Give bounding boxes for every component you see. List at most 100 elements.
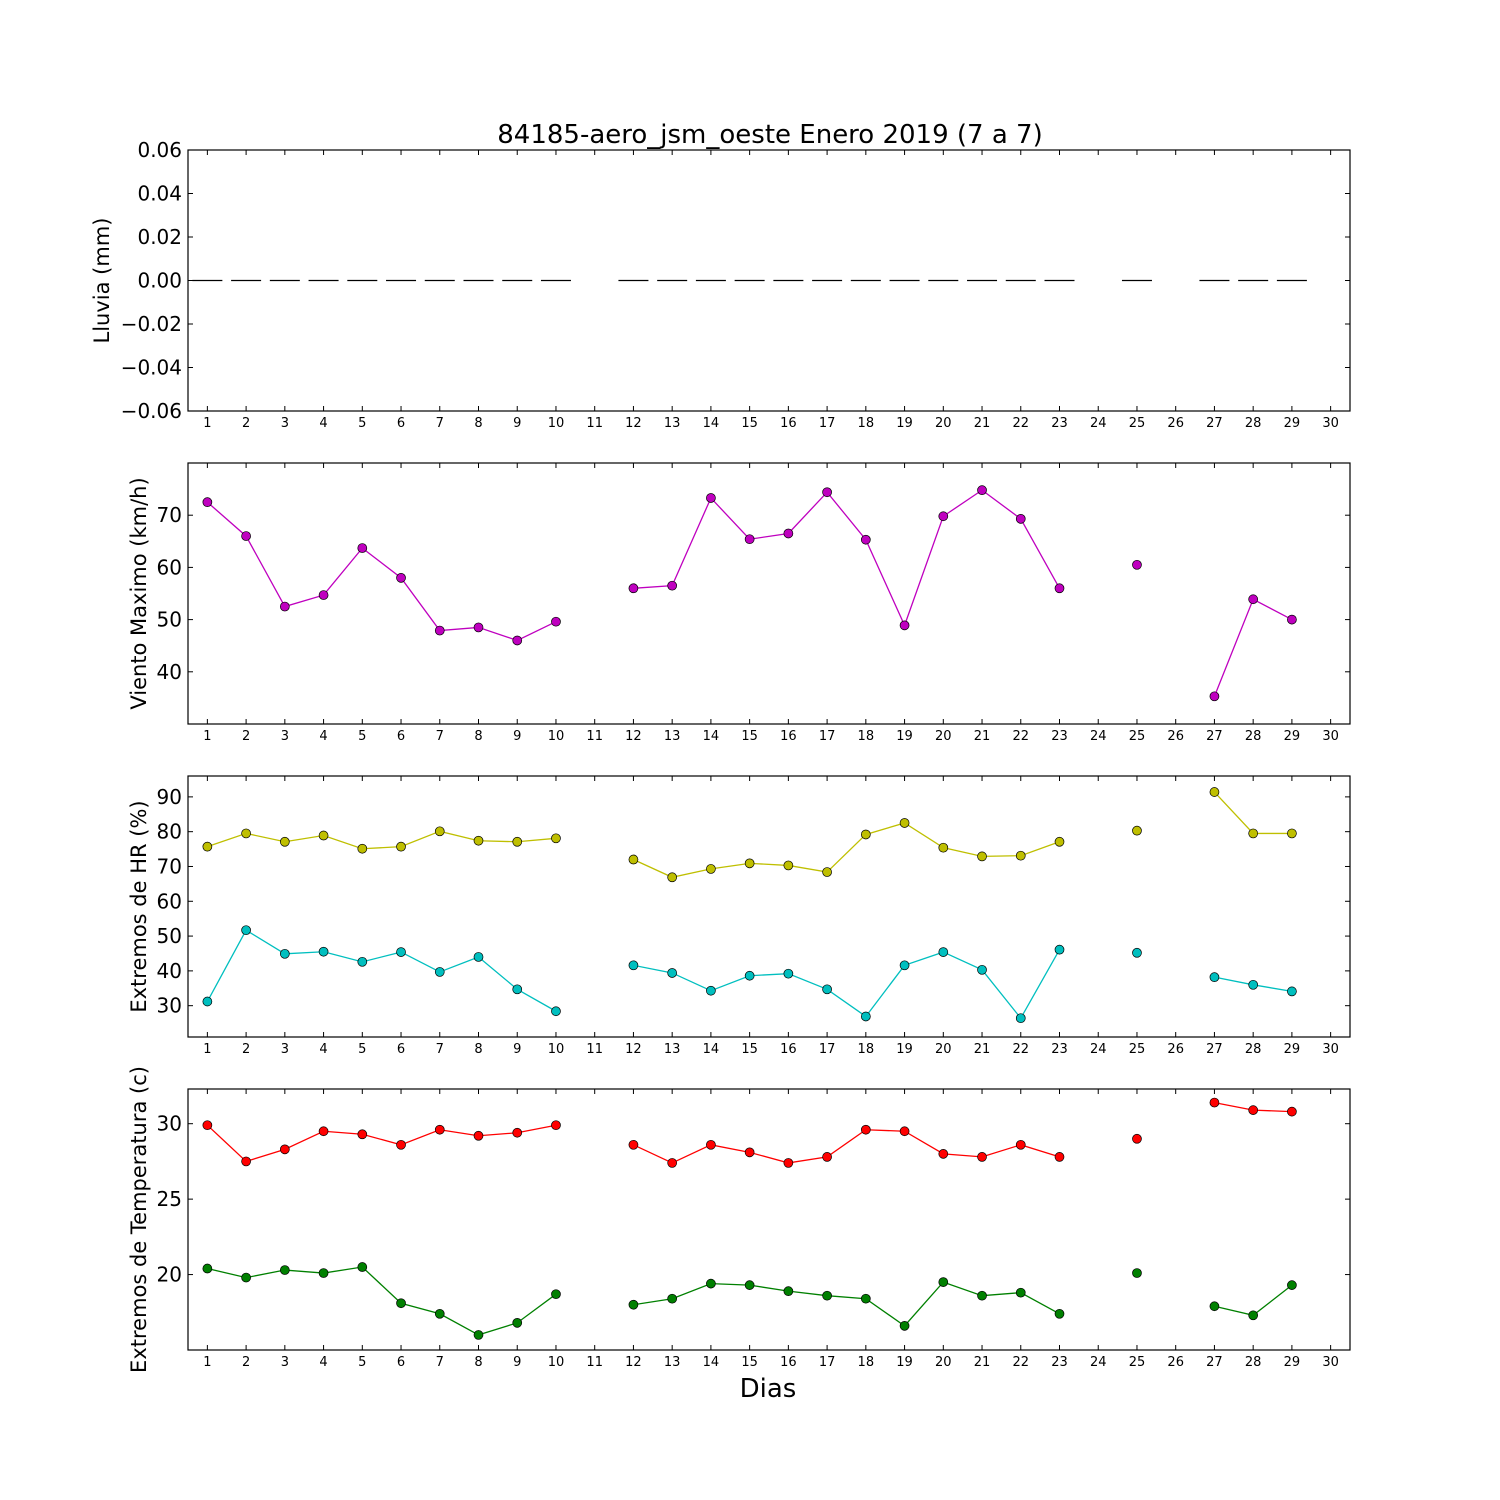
x-tick-label: 21 — [974, 1355, 991, 1370]
data-point — [1209, 691, 1220, 702]
data-point — [1054, 1152, 1065, 1162]
x-tick-label: 18 — [858, 416, 875, 431]
x-tick-label: 19 — [896, 416, 913, 431]
data-point — [628, 1139, 639, 1150]
series-hr-0 — [202, 787, 1297, 883]
x-tick-label: 30 — [1322, 1042, 1339, 1057]
data-point — [318, 1126, 329, 1137]
x-tick-label: 23 — [1051, 729, 1068, 744]
x-tick-label: 25 — [1129, 416, 1146, 431]
data-point — [473, 1130, 484, 1141]
y-tick-label: 0.02 — [137, 225, 182, 249]
data-point — [1209, 1301, 1220, 1312]
data-point — [706, 1278, 716, 1289]
data-point — [1015, 1287, 1026, 1298]
data-point — [1132, 1133, 1142, 1144]
x-tick-label: 23 — [1051, 1042, 1068, 1057]
data-point — [512, 635, 523, 646]
x-tick-label: 7 — [436, 1355, 444, 1370]
y-tick-label: 40 — [157, 959, 182, 983]
x-tick-label: 9 — [513, 1355, 521, 1370]
x-tick-label: 20 — [935, 1355, 952, 1370]
x-tick-label: 22 — [1012, 729, 1029, 744]
x-tick-label: 21 — [974, 1042, 991, 1057]
x-tick-label: 6 — [397, 1355, 405, 1370]
data-point — [357, 956, 368, 967]
x-tick-label: 29 — [1284, 1042, 1301, 1057]
y-axis-label: Extremos de HR (%) — [127, 800, 151, 1012]
x-tick-label: 6 — [397, 1042, 405, 1057]
x-tick-label: 26 — [1167, 1042, 1184, 1057]
x-tick-label: 28 — [1245, 729, 1262, 744]
x-tick-label: 22 — [1012, 1042, 1029, 1057]
data-point — [241, 531, 251, 541]
x-tick-label: 2 — [242, 729, 250, 744]
data-point — [667, 872, 678, 883]
data-point — [628, 960, 639, 971]
y-tick-label: −0.02 — [121, 312, 182, 336]
x-tick-label: 29 — [1284, 416, 1301, 431]
data-point — [434, 826, 445, 837]
x-tick-label: 1 — [203, 729, 211, 744]
data-point — [396, 1139, 406, 1150]
y-tick-label: 0.06 — [137, 138, 182, 162]
data-point — [938, 1277, 949, 1287]
data-point — [202, 841, 213, 852]
series-line — [633, 1129, 1060, 1164]
x-tick-label: 20 — [935, 1042, 952, 1057]
x-tick-label: 26 — [1167, 729, 1184, 744]
x-tick-label: 24 — [1090, 1355, 1107, 1370]
x-tick-label: 27 — [1206, 1355, 1223, 1370]
x-tick-label: 5 — [358, 729, 366, 744]
data-point — [1209, 972, 1220, 982]
x-tick-label: 14 — [703, 1042, 720, 1057]
x-tick-label: 17 — [819, 1042, 836, 1057]
data-point — [279, 836, 290, 847]
data-point — [241, 1156, 251, 1167]
data-point — [1209, 787, 1220, 797]
data-point — [318, 830, 329, 841]
data-point — [860, 829, 871, 840]
data-point — [1015, 514, 1026, 524]
data-point — [938, 1149, 949, 1159]
x-tick-label: 26 — [1167, 416, 1184, 431]
data-point — [822, 487, 832, 498]
series-line — [633, 822, 1060, 878]
series-line — [207, 830, 557, 850]
y-tick-label: 70 — [157, 854, 182, 878]
data-point — [1132, 1268, 1142, 1278]
data-point — [667, 1158, 678, 1168]
x-tick-label: 12 — [625, 729, 642, 744]
y-tick-label: 50 — [157, 608, 182, 632]
data-point — [202, 996, 213, 1007]
data-point — [706, 864, 716, 874]
data-point — [241, 828, 251, 839]
series-temp-0 — [202, 1097, 1297, 1168]
data-point — [396, 1298, 406, 1309]
x-tick-label: 8 — [474, 416, 482, 431]
y-tick-label: 70 — [157, 503, 182, 527]
data-point — [1209, 1097, 1220, 1108]
series-line — [1213, 598, 1293, 697]
x-tick-label: 5 — [358, 1042, 366, 1057]
chart-panels: Lluvia (mm) 0.06 0.04 0.02 0.00 −0.02 −0.04 −0.… — [90, 138, 1351, 1373]
x-tick-label: 15 — [741, 416, 758, 431]
x-tick-label: 13 — [664, 416, 681, 431]
x-tick-label: 13 — [664, 1355, 681, 1370]
data-point — [860, 534, 871, 545]
x-tick-label: 4 — [319, 729, 327, 744]
y-tick-label: 0.04 — [137, 182, 182, 206]
x-tick-label: 16 — [780, 416, 797, 431]
x-tick-label: 25 — [1129, 729, 1146, 744]
x-tick-label: 8 — [474, 729, 482, 744]
x-tick-label: 25 — [1129, 1042, 1146, 1057]
data-point — [899, 620, 910, 631]
data-point — [202, 1263, 213, 1274]
series-hr-1 — [202, 925, 1297, 1024]
data-point — [1248, 594, 1259, 605]
y-tick-label: 30 — [157, 994, 182, 1018]
x-tick-label: 3 — [281, 416, 289, 431]
y-tick-label: 60 — [157, 555, 182, 579]
